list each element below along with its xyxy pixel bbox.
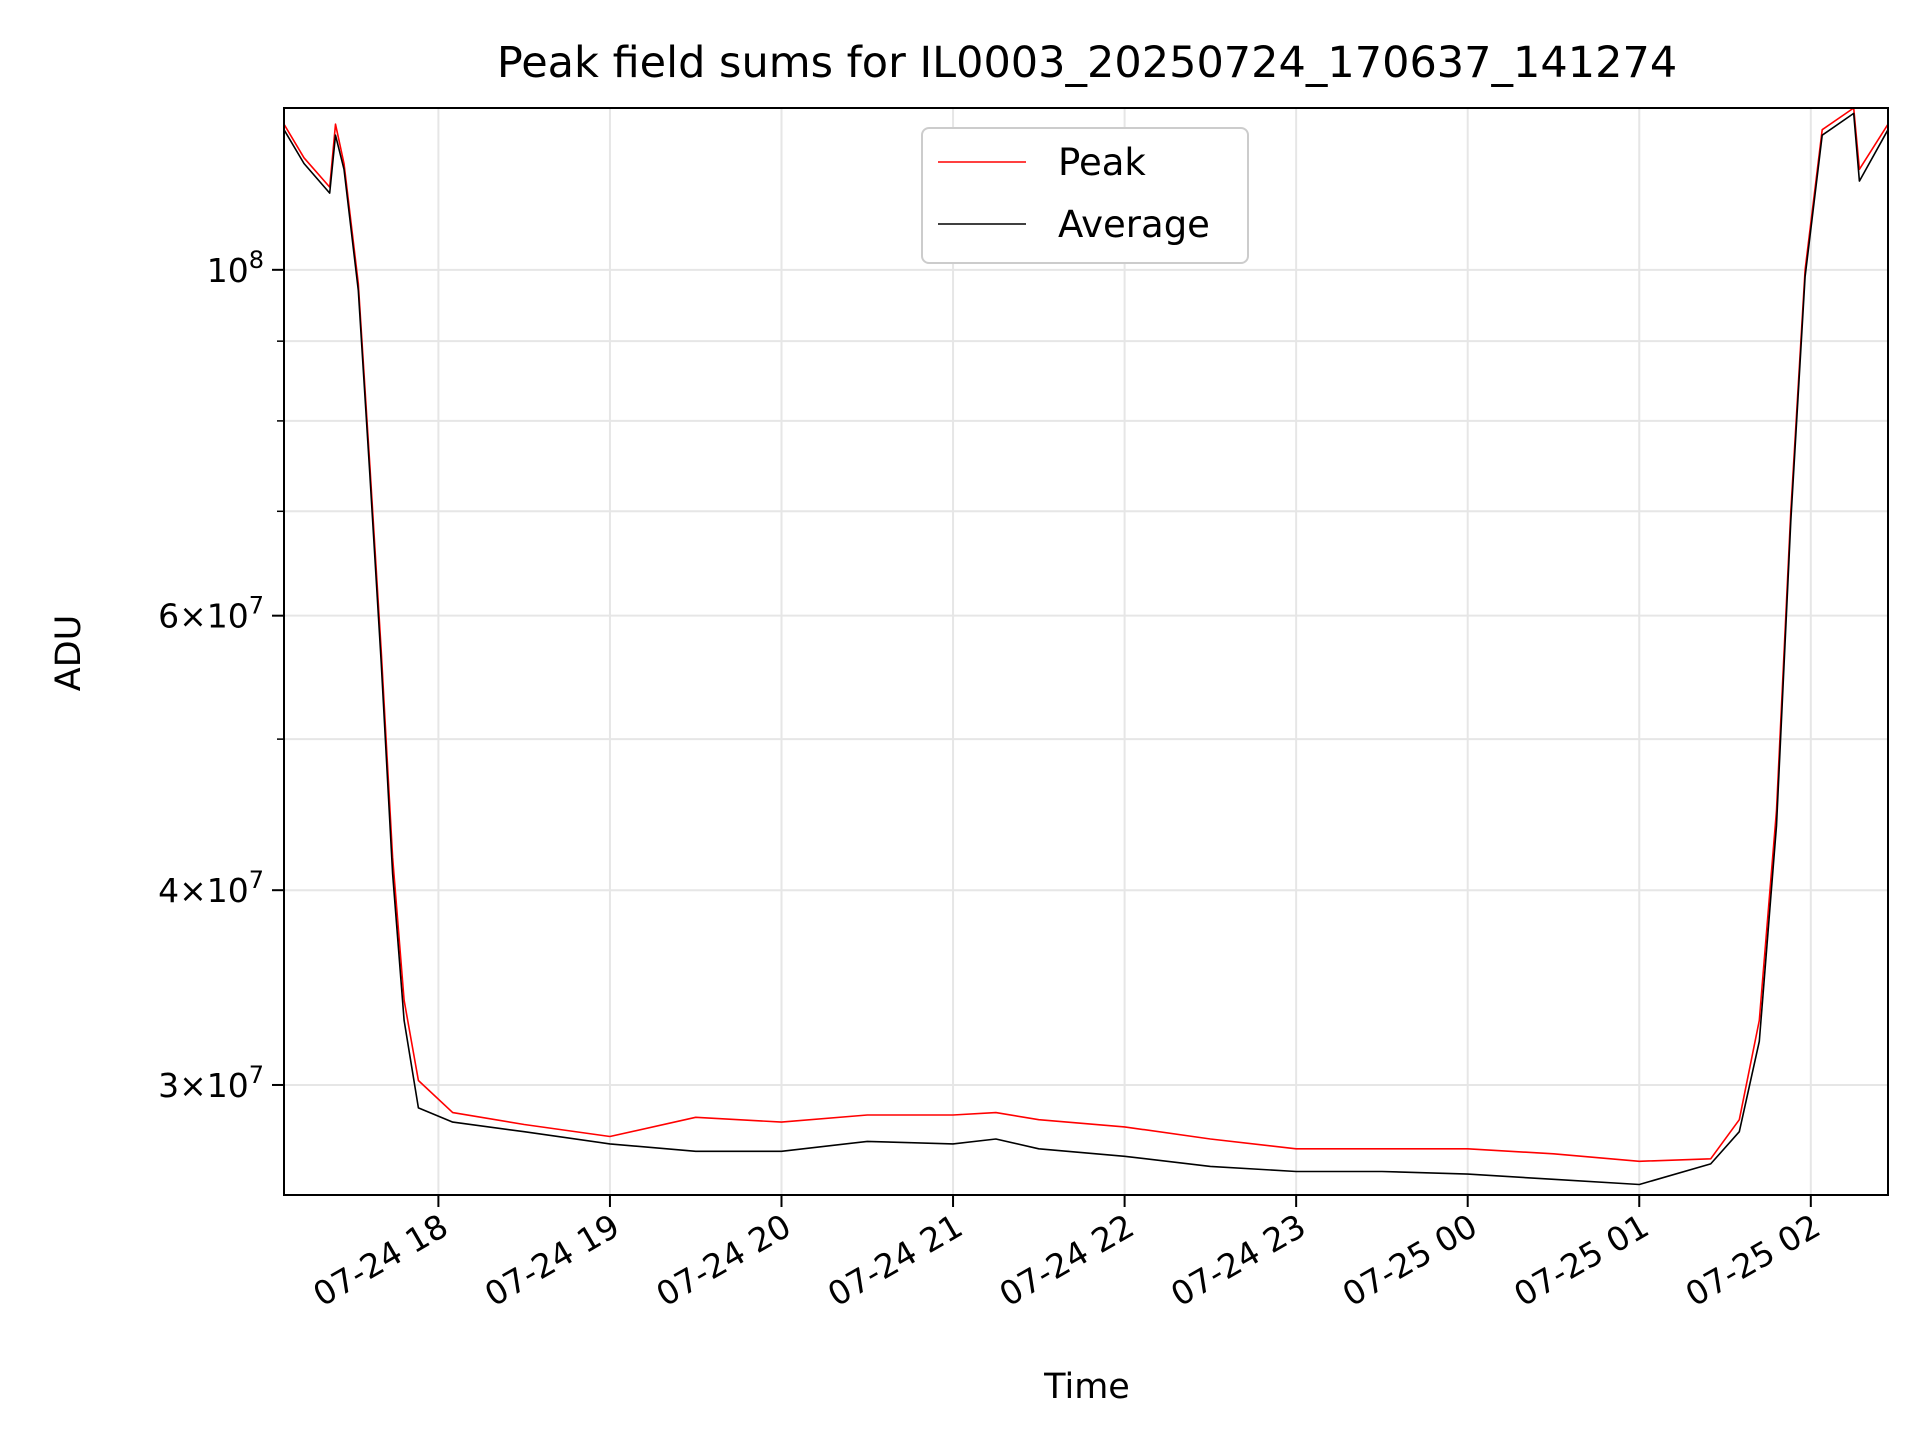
plot-frame xyxy=(283,107,1889,1196)
y-axis-label: ADU xyxy=(49,615,89,692)
series-line-peak xyxy=(283,107,1889,1163)
series-line-average xyxy=(283,112,1889,1186)
x-tick-label: 07-24 19 xyxy=(478,1206,626,1314)
x-tick-label: 07-24 23 xyxy=(1164,1206,1312,1314)
x-tick-label: 07-24 18 xyxy=(306,1206,454,1314)
y-tick-label: 108 xyxy=(207,246,264,290)
y-tick-label: 4×107 xyxy=(158,866,264,910)
x-tick-label: 07-24 20 xyxy=(650,1206,798,1314)
chart-title: Peak field sums for IL0003_20250724_1706… xyxy=(497,38,1677,88)
series-layer xyxy=(283,107,1889,1186)
y-tick-label: 6×107 xyxy=(158,592,264,636)
y-tick-label: 3×107 xyxy=(158,1061,264,1105)
x-tick-label: 07-25 02 xyxy=(1679,1206,1827,1314)
x-axis: 07-24 18 07-24 19 07-24 20 07-24 21 07-24 22… xyxy=(306,1195,1827,1314)
y-axis: 3×107 4×107 6×107 108 xyxy=(158,246,284,1105)
legend-label-peak: Peak xyxy=(1058,141,1146,184)
grid-layer xyxy=(284,108,1888,1195)
x-tick-label: 07-25 00 xyxy=(1336,1206,1484,1314)
legend-label-average: Average xyxy=(1058,203,1210,246)
legend: Peak Average xyxy=(921,127,1249,264)
x-tick-label: 07-24 21 xyxy=(821,1206,969,1314)
x-axis-label: Time xyxy=(1043,1367,1130,1407)
x-tick-label: 07-25 01 xyxy=(1507,1206,1655,1314)
x-tick-label: 07-24 22 xyxy=(993,1206,1141,1314)
